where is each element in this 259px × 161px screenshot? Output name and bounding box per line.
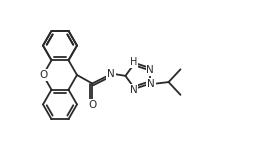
Text: N: N	[147, 65, 154, 75]
Text: H: H	[130, 57, 138, 67]
Text: N: N	[147, 79, 155, 89]
Text: N: N	[107, 69, 115, 79]
Text: N: N	[130, 85, 138, 95]
Text: O: O	[88, 100, 96, 110]
Text: O: O	[39, 70, 47, 80]
